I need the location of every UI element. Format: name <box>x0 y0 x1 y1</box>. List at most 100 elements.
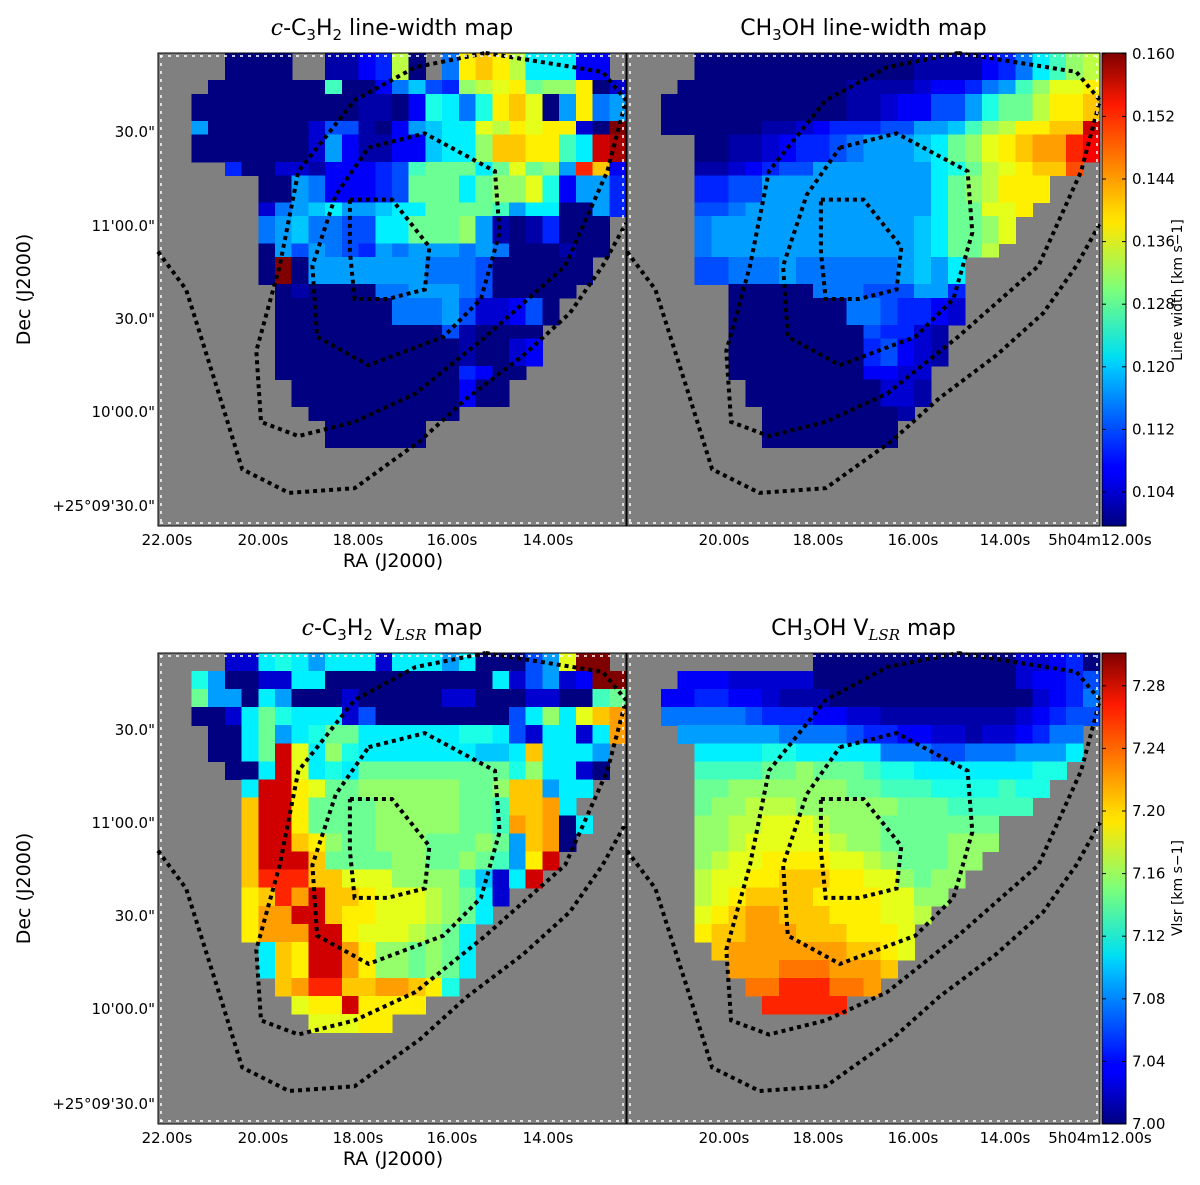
heatmap-cell <box>592 216 610 231</box>
heatmap-cell <box>392 851 410 871</box>
heatmap-cell <box>795 148 814 163</box>
heatmap-cell <box>711 256 729 272</box>
heatmap-cell <box>779 80 797 95</box>
heatmap-cell <box>458 93 477 108</box>
heatmap-cell <box>224 148 243 163</box>
heatmap-cell <box>358 175 376 190</box>
heatmap-cell <box>308 297 326 312</box>
x-tick-label: 14.00s <box>523 531 574 549</box>
heatmap-cell <box>191 120 209 136</box>
heatmap-cell <box>375 653 393 672</box>
heatmap-cell <box>964 761 983 780</box>
heatmap-cell <box>291 851 310 871</box>
heatmap-cell <box>914 202 932 217</box>
heatmap-cell <box>492 311 510 326</box>
heatmap-cell <box>392 324 410 340</box>
heatmap-cell <box>762 707 780 726</box>
heatmap-cell <box>914 707 932 726</box>
heatmap-cell <box>392 365 410 380</box>
heatmap-cell <box>745 161 763 176</box>
heatmap-cell <box>1083 53 1101 68</box>
heatmap-cell <box>846 815 865 835</box>
heatmap-cell <box>325 996 343 1015</box>
heatmap-cell <box>375 270 393 285</box>
heatmap-cell <box>509 80 527 95</box>
heatmap-cell <box>559 689 577 708</box>
heatmap-cell <box>291 392 310 408</box>
heatmap-cell <box>1032 743 1050 762</box>
heatmap-cell <box>341 869 360 889</box>
heatmap-cell <box>358 338 376 353</box>
heatmap-cell <box>308 134 326 149</box>
heatmap-cell <box>458 743 477 762</box>
heatmap-cell <box>358 53 376 68</box>
heatmap-cell <box>542 743 560 762</box>
heatmap-cell <box>458 120 477 136</box>
heatmap-cell <box>694 779 713 799</box>
heatmap-cell <box>779 779 797 799</box>
heatmap-cell <box>458 284 477 299</box>
heatmap-cell <box>1049 707 1067 726</box>
heatmap-cell <box>575 93 594 108</box>
heatmap-cell <box>509 256 527 272</box>
heatmap-cell <box>475 689 493 708</box>
heatmap-cell <box>914 905 932 925</box>
heatmap-cell <box>224 107 243 122</box>
heatmap-cell <box>762 66 780 81</box>
heatmap-cell <box>812 851 831 871</box>
heatmap-cell <box>745 284 763 299</box>
heatmap-cell <box>846 797 865 817</box>
heatmap-cell <box>492 66 510 81</box>
heatmap-cell <box>863 161 881 176</box>
heatmap-cell <box>525 707 544 726</box>
heatmap-cell <box>677 93 696 108</box>
heatmap-cell <box>392 379 410 394</box>
heatmap-cell <box>829 338 848 353</box>
heatmap-cell <box>291 941 310 961</box>
heatmap-cell <box>812 725 831 744</box>
heatmap-cell <box>575 134 594 149</box>
heatmap-cell <box>308 148 326 163</box>
heatmap-cell <box>442 202 460 217</box>
heatmap-cell <box>492 797 510 817</box>
heatmap-cell <box>880 256 898 272</box>
heatmap-cell <box>880 851 898 871</box>
heatmap-cell <box>931 352 949 367</box>
heatmap-cell <box>795 229 814 244</box>
heatmap-cell <box>241 107 259 122</box>
heatmap-cell <box>947 815 966 835</box>
heatmap-cell <box>762 188 780 204</box>
heatmap-cell <box>208 707 226 726</box>
heatmap-cell <box>291 352 310 367</box>
heatmap-cell <box>509 779 527 799</box>
heatmap-cell <box>425 761 443 780</box>
heatmap-cell <box>542 833 560 853</box>
x-tick-label: 20.00s <box>699 1129 750 1147</box>
heatmap-cell <box>458 175 477 190</box>
colorbar-tick-label: 0.144 <box>1132 170 1175 188</box>
heatmap-cell <box>442 161 460 176</box>
heatmap-cell <box>1049 743 1067 762</box>
heatmap-cell <box>711 53 729 68</box>
heatmap-cell <box>762 243 780 258</box>
heatmap-cell <box>375 815 393 835</box>
heatmap-cell <box>258 80 276 95</box>
heatmap-cell <box>341 887 360 907</box>
heatmap-cell <box>981 120 1000 136</box>
heatmap-cell <box>795 905 814 925</box>
heatmap-cell <box>863 977 881 997</box>
heatmap-cell <box>258 243 276 258</box>
heatmap-cell <box>475 148 493 163</box>
heatmap-cell <box>609 175 627 190</box>
heatmap-cell <box>745 107 763 122</box>
heatmap-cell <box>846 53 865 68</box>
heatmap-cell <box>224 161 243 176</box>
edge-ticks <box>160 655 624 1122</box>
colorbar-tick-label: 7.20 <box>1132 802 1165 820</box>
heatmap-cell <box>863 93 881 108</box>
heatmap-cell <box>341 66 360 81</box>
heatmap-cell <box>358 653 376 672</box>
heatmap-cell <box>358 671 376 690</box>
colorbar-tick-label: 7.08 <box>1132 990 1165 1008</box>
